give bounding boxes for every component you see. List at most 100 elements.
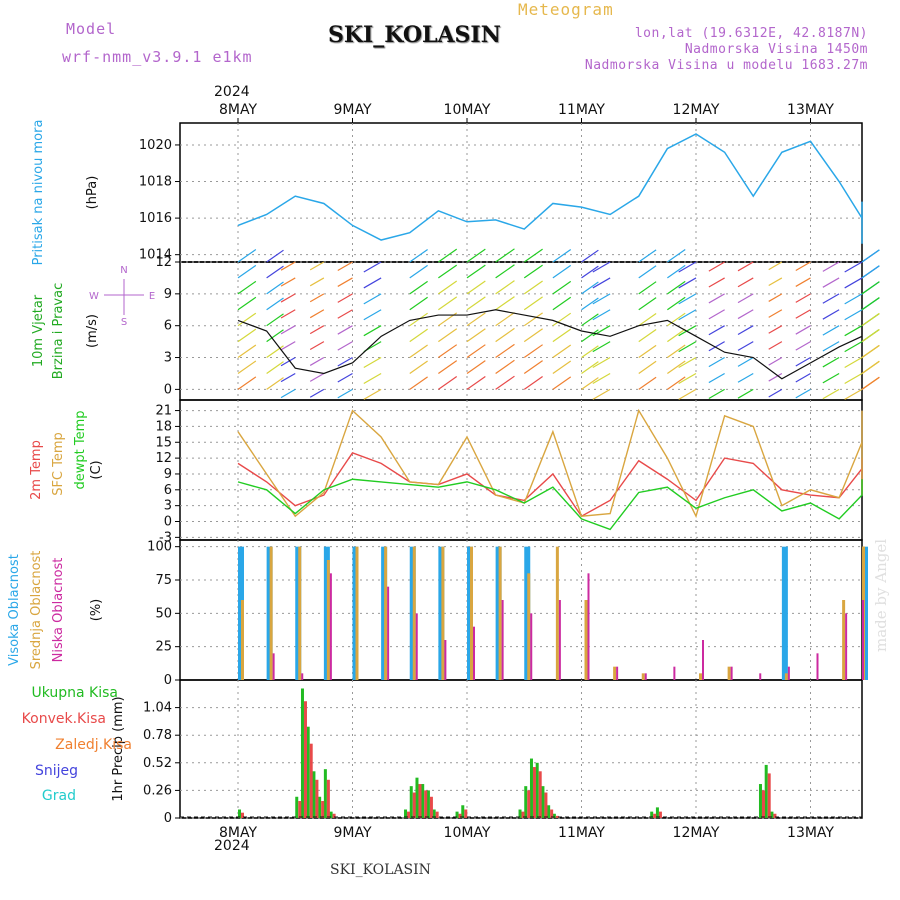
wind-barb bbox=[844, 261, 863, 273]
low-cloud-bar bbox=[862, 626, 864, 680]
wind-barb bbox=[737, 325, 754, 336]
ytick-label: 1018 bbox=[139, 175, 172, 190]
high-cloud-bar bbox=[524, 546, 531, 680]
wind-barb bbox=[822, 341, 840, 352]
wind-barb bbox=[266, 281, 284, 295]
wind-barb bbox=[438, 360, 458, 374]
model-label: Model bbox=[66, 20, 117, 38]
wind-barb bbox=[592, 277, 611, 289]
wind-barb bbox=[678, 341, 697, 353]
conv-precip-bar bbox=[315, 779, 319, 818]
wind-barb bbox=[678, 293, 697, 305]
panel-frame bbox=[179, 539, 863, 681]
wind-barb bbox=[280, 357, 296, 367]
wind-barb bbox=[667, 280, 686, 295]
top-day-label: 13MAY bbox=[787, 102, 834, 118]
mid-cloud-bar bbox=[613, 666, 617, 680]
precip-legend-item: Snijeg bbox=[35, 763, 78, 779]
wind-barb bbox=[363, 309, 382, 321]
precip-legend-item: Grad bbox=[42, 788, 76, 804]
low-cloud-bar bbox=[862, 673, 864, 680]
wind-barb bbox=[638, 328, 657, 343]
conv-precip-bar bbox=[321, 801, 325, 818]
low-cloud-bar bbox=[702, 640, 704, 680]
wind-barb bbox=[363, 388, 382, 400]
wind-barb bbox=[822, 372, 840, 384]
bottom-year-label: 2024 bbox=[214, 838, 250, 854]
low-cloud-bar bbox=[787, 666, 790, 680]
wind-barb bbox=[768, 293, 783, 302]
wind-barb bbox=[266, 329, 284, 343]
high-cloud-bar bbox=[238, 546, 244, 680]
ytick-label: 50 bbox=[155, 606, 172, 621]
wind-barb bbox=[795, 309, 811, 319]
low-cloud-bar bbox=[862, 666, 864, 680]
wind-barb bbox=[438, 376, 458, 390]
wind-barb bbox=[409, 264, 428, 279]
conv-precip-bar bbox=[653, 813, 657, 818]
ytick-label: 1016 bbox=[139, 211, 172, 226]
wind-barb bbox=[667, 296, 686, 311]
wind-barb bbox=[592, 372, 611, 384]
wind-barb bbox=[678, 372, 697, 384]
high-cloud-bar bbox=[381, 546, 388, 680]
total-precip-bar bbox=[758, 784, 762, 818]
high-cloud-bar bbox=[781, 546, 788, 680]
total-precip-bar bbox=[404, 809, 408, 818]
wind-barb bbox=[409, 296, 428, 311]
mid-cloud-bar bbox=[699, 673, 702, 680]
wind-barb bbox=[768, 325, 783, 334]
mid-cloud-bar bbox=[355, 546, 359, 680]
wind-barb bbox=[638, 281, 657, 295]
wind-barb bbox=[309, 341, 325, 351]
wind-barb bbox=[337, 325, 353, 335]
wind-barb bbox=[795, 325, 811, 335]
wind-barb bbox=[581, 249, 599, 263]
wind-barb bbox=[409, 280, 428, 295]
total-precip-bar bbox=[312, 771, 316, 818]
panel-frame bbox=[179, 399, 863, 541]
ytick-label: 100 bbox=[147, 540, 172, 555]
wind-barb bbox=[822, 357, 840, 368]
wind-barb bbox=[438, 248, 458, 263]
mid-cloud-bar bbox=[326, 560, 330, 680]
wind-barb bbox=[592, 357, 611, 369]
bottom-day-label: 11MAY bbox=[558, 825, 605, 841]
total-precip-bar bbox=[552, 813, 556, 818]
wind-barb bbox=[768, 261, 783, 271]
wind-barb bbox=[581, 313, 599, 327]
mid-cloud-bar bbox=[842, 600, 846, 680]
wind-barb bbox=[592, 325, 611, 337]
wind-barb bbox=[737, 261, 754, 272]
wind-barb bbox=[861, 313, 880, 327]
top-day-label: 8MAY bbox=[219, 102, 257, 118]
ytick-label: 6 bbox=[164, 319, 172, 334]
wind-barb bbox=[581, 281, 599, 295]
wind-barb bbox=[638, 265, 657, 279]
wind-barb bbox=[266, 377, 284, 390]
high-cloud-bar bbox=[862, 546, 868, 680]
mid-cloud-bar bbox=[584, 600, 588, 680]
wind-barb bbox=[466, 280, 486, 295]
conv-precip-bar bbox=[773, 813, 777, 818]
low-cloud-bar bbox=[845, 613, 848, 680]
conv-precip-bar bbox=[309, 743, 313, 818]
wind-barb bbox=[678, 388, 697, 400]
conv-precip-bar bbox=[407, 811, 411, 818]
wind-barb bbox=[495, 312, 515, 327]
conv-precip-bar bbox=[658, 811, 662, 818]
wind-barb bbox=[523, 328, 543, 343]
mid-cloud-bar bbox=[241, 600, 244, 680]
wind-barb bbox=[438, 312, 458, 327]
temp-axis-unit: (C) bbox=[89, 460, 104, 479]
wind-barb bbox=[861, 297, 880, 311]
wind-barb bbox=[861, 360, 880, 374]
wind-barb bbox=[861, 265, 880, 279]
high-cloud-axis-title: Visoka Oblacnost bbox=[7, 554, 22, 666]
mid-cloud-bar bbox=[441, 546, 445, 680]
wind-barb bbox=[309, 357, 325, 366]
low-cloud-bar bbox=[387, 586, 390, 680]
wind-barb bbox=[678, 277, 697, 289]
wind-barb bbox=[552, 344, 572, 359]
wind-barb bbox=[737, 341, 754, 351]
